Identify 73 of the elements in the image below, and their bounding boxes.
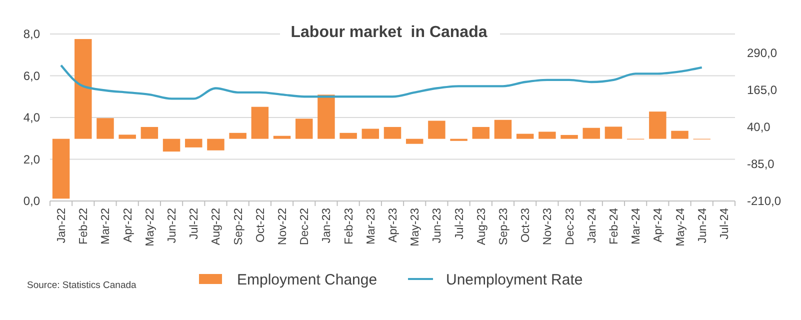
x-tick-label: Apr-22 <box>122 208 134 243</box>
bar <box>295 118 313 139</box>
y-tick-label: 6,0 <box>23 68 40 83</box>
x-tick-label: May-22 <box>144 208 156 246</box>
bar <box>207 138 224 150</box>
bar <box>384 126 402 139</box>
x-tick-label: Apr-24 <box>652 207 665 243</box>
bar <box>428 120 446 139</box>
x-tick-label: May-23 <box>410 208 422 246</box>
bar <box>671 130 688 139</box>
bar <box>140 126 158 139</box>
bar <box>273 136 291 139</box>
x-tick-label: Apr-23 <box>388 208 400 243</box>
x-tick-label: Feb-23 <box>343 208 356 244</box>
x-tick-label: Oct-23 <box>520 208 532 243</box>
x-tick-label: Jun-22 <box>166 208 179 244</box>
y2-tick-label: 40,0 <box>747 120 771 134</box>
y2-tick-label: -85,0 <box>747 156 775 171</box>
x-tick-label: Dec-23 <box>564 208 576 246</box>
y-tick-label: 4,0 <box>23 110 40 124</box>
x-tick-label: Jul-24 <box>718 207 731 240</box>
x-tick-label: Nov-23 <box>542 208 554 246</box>
y2-tick-label: -210,0 <box>747 194 782 208</box>
x-tick-label: Nov-22 <box>277 208 290 246</box>
x-tick-label: Jun-23 <box>432 208 444 244</box>
x-tick-label: Aug-23 <box>476 208 488 246</box>
x-tick-label: Sep-22 <box>232 208 245 246</box>
x-tick-label: Mar-22 <box>100 208 112 244</box>
x-tick-label: Feb-24 <box>608 207 620 244</box>
legend-label: Employment Change <box>237 272 378 288</box>
bar <box>52 138 70 199</box>
x-tick-label: Feb-22 <box>78 208 90 244</box>
x-tick-label: Aug-22 <box>210 208 223 246</box>
y-tick-label: 8,0 <box>23 27 40 41</box>
y-tick-label: 0,0 <box>23 194 40 208</box>
bar <box>560 134 578 139</box>
bar <box>96 118 114 139</box>
bar <box>118 134 136 139</box>
bar <box>516 134 534 139</box>
x-tick-label: Jan-22 <box>56 208 68 244</box>
x-tick-label: Jul-23 <box>454 208 466 240</box>
y2-tick-label: 290,0 <box>747 46 778 60</box>
bar <box>162 138 180 152</box>
y-tick-label: 2,0 <box>23 152 40 166</box>
x-tick-label: Jun-24 <box>696 207 709 244</box>
x-tick-label: Dec-22 <box>299 208 312 246</box>
bar <box>472 126 490 139</box>
x-tick-label: Jan-23 <box>321 208 334 244</box>
x-tick-label: Jan-24 <box>586 207 598 244</box>
legend-label: Unemployment Rate <box>446 272 583 288</box>
line-series <box>60 64 703 100</box>
x-tick-label: Sep-23 <box>498 208 510 246</box>
x-tick-label: May-24 <box>674 207 687 246</box>
bar <box>340 132 357 139</box>
bar <box>251 106 269 139</box>
bar <box>318 94 335 139</box>
y2-tick-label: 165,0 <box>747 82 778 97</box>
x-tick-label: Mar-24 <box>630 207 643 244</box>
bar <box>229 132 246 139</box>
bar <box>406 138 424 144</box>
bar <box>494 120 512 139</box>
bar <box>649 112 666 139</box>
bar <box>362 128 380 139</box>
chart-title: Labour market in Canada <box>290 24 488 41</box>
x-tick-label: Mar-23 <box>365 208 378 244</box>
bar <box>185 138 202 148</box>
bar <box>582 128 600 139</box>
source-note: Source: Statistics Canada <box>27 280 138 291</box>
x-tick-label: Oct-22 <box>254 208 267 243</box>
bar <box>538 132 556 139</box>
bar <box>604 126 622 139</box>
x-tick-label: Jul-22 <box>188 208 201 240</box>
bar <box>74 39 92 139</box>
